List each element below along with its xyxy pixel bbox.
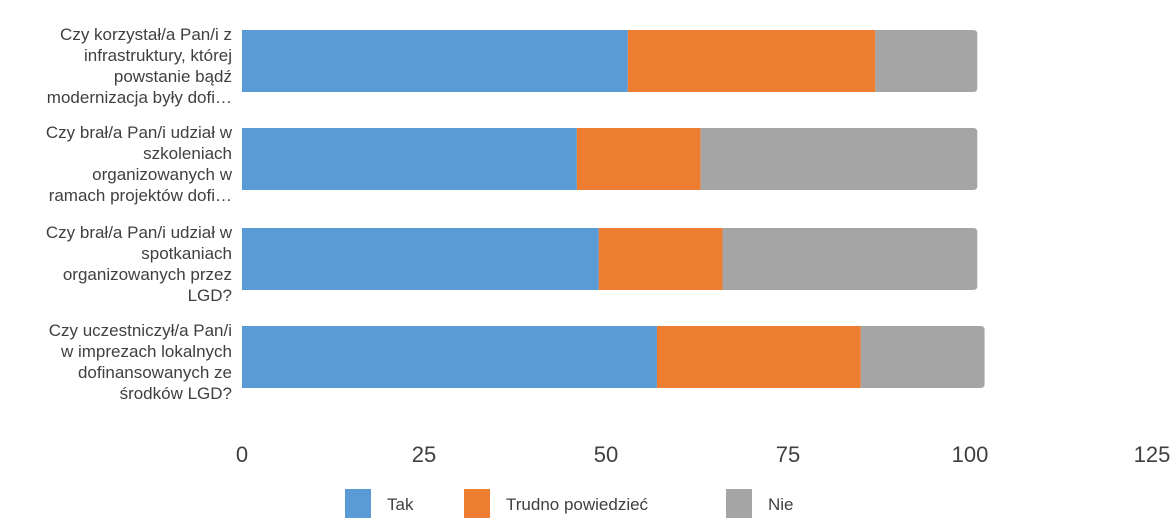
category-label: dofinansowanych ze: [78, 363, 232, 382]
legend-label: Tak: [387, 495, 414, 514]
bar-segment-trudno-powiedzieć: [656, 326, 861, 388]
legend: Tak Trudno powiedzieć Nie: [345, 489, 794, 518]
x-tick-label: 75: [776, 442, 800, 467]
bar-segment-nie: [700, 128, 978, 190]
category-label: infrastruktury, której: [84, 46, 232, 65]
category-label: Czy brał/a Pan/i udział w: [46, 123, 233, 142]
category-label: szkoleniach: [143, 144, 232, 163]
category-label: Czy uczestniczył/a Pan/i: [49, 321, 232, 340]
category-label: powstanie bądź: [114, 67, 232, 86]
legend-label: Nie: [768, 495, 794, 514]
bar-segment-tak: [242, 228, 599, 290]
legend-swatch: [345, 489, 371, 518]
bar-segment-tak: [242, 30, 628, 92]
bar-segment-tak: [242, 128, 577, 190]
x-axis-ticks: 0 25 50 75 100 125: [236, 442, 1170, 467]
category-label: środków LGD?: [120, 384, 232, 403]
legend-label: Trudno powiedzieć: [506, 495, 649, 514]
category-label: w imprezach lokalnych: [60, 342, 232, 361]
x-tick-label: 25: [412, 442, 436, 467]
x-tick-label: 50: [594, 442, 618, 467]
x-tick-label: 125: [1134, 442, 1171, 467]
bar-segment-tak: [242, 326, 657, 388]
bar-segment-nie: [722, 228, 978, 290]
legend-swatch: [726, 489, 752, 518]
category-label: organizowanych przez: [63, 265, 232, 284]
category-label: ramach projektów dofi…: [49, 186, 232, 205]
category-label: LGD?: [188, 286, 232, 305]
bar-segment-trudno-powiedzieć: [627, 30, 876, 92]
category-label: modernizacja były dofi…: [47, 88, 232, 107]
bars: [242, 30, 985, 388]
category-label: organizowanych w: [92, 165, 233, 184]
category-label: Czy brał/a Pan/i udział w: [46, 223, 233, 242]
bar-segment-trudno-powiedzieć: [598, 228, 723, 290]
bar-segment-nie: [860, 326, 985, 388]
bar-segment-trudno-powiedzieć: [576, 128, 701, 190]
x-tick-label: 100: [952, 442, 989, 467]
category-labels: Czy korzystał/a Pan/i z infrastruktury, k…: [46, 25, 233, 403]
legend-swatch: [464, 489, 490, 518]
category-label: Czy korzystał/a Pan/i z: [60, 25, 232, 44]
category-label: spotkaniach: [141, 244, 232, 263]
x-tick-label: 0: [236, 442, 248, 467]
bar-segment-nie: [875, 30, 978, 92]
